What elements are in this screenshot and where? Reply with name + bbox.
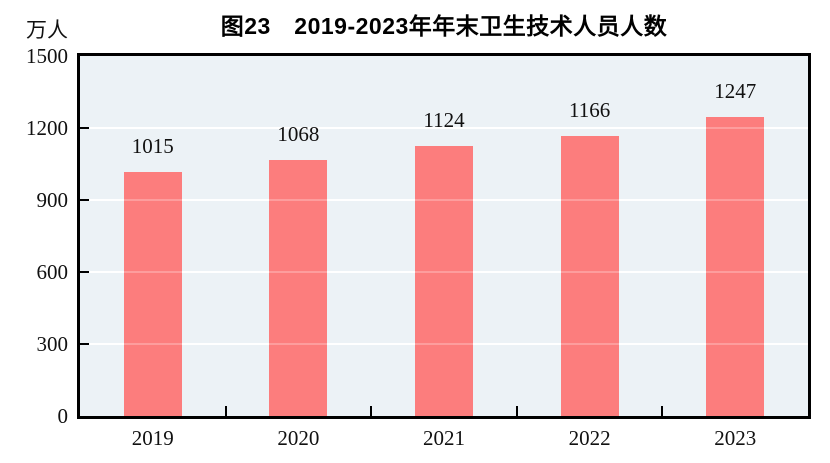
x-axis-tick-label: 2023 [714, 426, 757, 450]
bar-2020 [269, 159, 328, 416]
x-axis-tick [515, 406, 518, 416]
bar-value-label: 1124 [423, 108, 465, 133]
y-axis-tick-label: 600 [36, 260, 69, 284]
y-axis-tick-label: 900 [36, 188, 69, 212]
x-axis-tick [661, 406, 664, 416]
gridline-overlay [80, 343, 808, 345]
bar-2022 [560, 136, 619, 416]
x-axis-tick [224, 406, 227, 416]
y-axis-tick [80, 271, 89, 273]
x-axis-tick-label: 2021 [423, 426, 465, 450]
bar-value-label: 1068 [277, 121, 320, 146]
plot-area: 1015 1068 1124 1166 1247 [77, 53, 811, 419]
y-axis-tick [80, 127, 89, 129]
bar-2021 [415, 146, 473, 416]
gridline-overlay [80, 199, 808, 201]
bar-2023 [706, 116, 765, 416]
chart-title: 图23 2019-2023年年末卫生技术人员人数 [220, 13, 668, 39]
gridline-overlay [80, 127, 808, 129]
y-axis-tick-label: 0 [57, 404, 69, 428]
y-axis-tick-label: 1500 [26, 44, 68, 68]
bar-value-label: 1015 [131, 134, 174, 159]
bar-value-label: 1166 [568, 98, 611, 123]
y-axis-tick [80, 343, 89, 345]
x-axis-tick [370, 406, 373, 416]
y-axis-tick-label: 300 [36, 332, 69, 356]
y-axis-unit-label: 万人 [26, 18, 68, 42]
x-axis-tick-label: 2022 [568, 426, 611, 450]
y-axis-tick-label: 1200 [26, 116, 68, 140]
y-axis-tick [80, 199, 89, 201]
x-axis-tick-label: 2019 [131, 426, 174, 450]
gridline-overlay [80, 271, 808, 273]
bar-value-label: 1247 [714, 78, 757, 103]
x-axis-tick-label: 2020 [277, 426, 320, 450]
bar-2019 [123, 172, 182, 416]
gridline [80, 127, 808, 129]
